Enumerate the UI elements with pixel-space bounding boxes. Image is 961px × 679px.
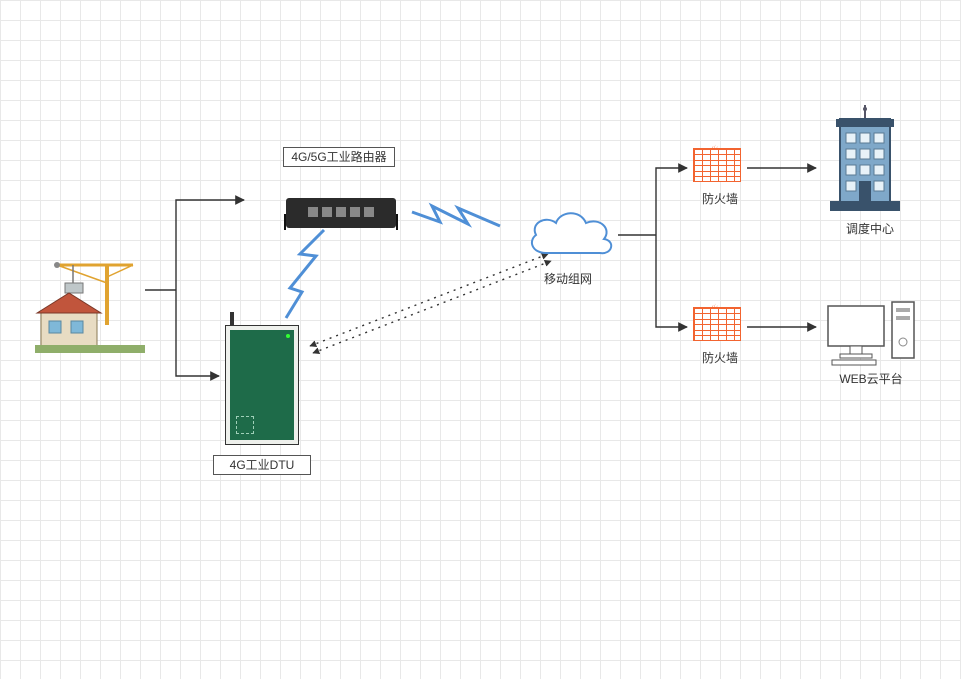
- label-cloud: 移动组网: [532, 272, 604, 286]
- edge-dtu-cloud-dotted-1: [310, 254, 548, 346]
- node-firewall-2: ♨: [693, 307, 741, 347]
- edge-router-cloud-lightning: [412, 206, 500, 226]
- node-construction-site: [35, 255, 145, 355]
- node-dtu: [225, 325, 299, 445]
- label-firewall-1: 防火墙: [698, 192, 742, 206]
- edge-dtu-router-lightning: [286, 230, 324, 318]
- label-dispatch: 调度中心: [842, 222, 898, 236]
- edge-dtu-cloud-dotted-2: [313, 261, 551, 353]
- edge-to-fw2: [656, 235, 687, 327]
- label-dtu: 4G工业DTU: [213, 455, 311, 475]
- node-dispatch-center: [820, 105, 910, 215]
- edge-to-fw1: [656, 168, 687, 235]
- edge-to-router: [176, 200, 244, 290]
- node-cloud: [522, 205, 618, 265]
- label-firewall-2: 防火墙: [698, 351, 742, 365]
- diagram-canvas: 4G/5G工业路由器 4G工业DTU 移动组网 ♨ 防火墙 ♨ 防火墙: [0, 0, 961, 679]
- label-router: 4G/5G工业路由器: [283, 147, 395, 167]
- node-web-platform: [822, 294, 918, 366]
- edge-to-dtu: [176, 290, 219, 376]
- label-web-platform: WEB云平台: [835, 372, 907, 386]
- node-router: [286, 198, 396, 228]
- node-firewall-1: ♨: [693, 148, 741, 188]
